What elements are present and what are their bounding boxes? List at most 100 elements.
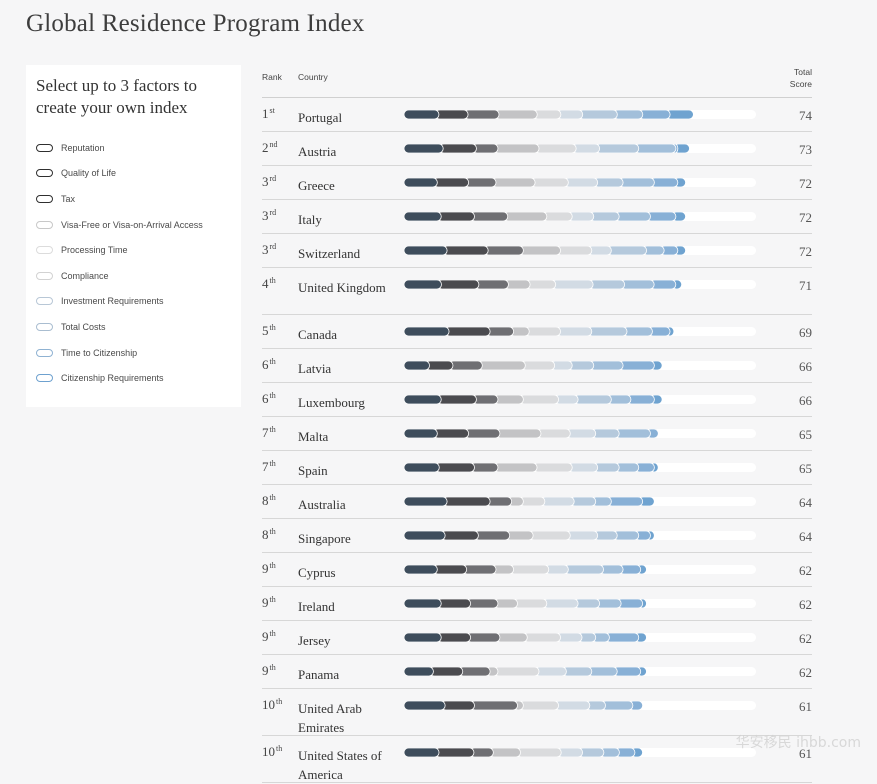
bar-segment-6	[556, 327, 593, 336]
table-row[interactable]: 1st Portugal 74	[262, 98, 812, 132]
rank-number: 10	[262, 697, 275, 712]
factor-option[interactable]: Time to Citizenship	[36, 340, 241, 366]
country-name[interactable]: Greece	[298, 178, 335, 193]
country-name[interactable]: Spain	[298, 463, 328, 478]
score-bar[interactable]	[404, 463, 756, 472]
bar-segment-4	[495, 633, 528, 642]
factor-toggle-icon[interactable]	[36, 194, 53, 203]
score-bar[interactable]	[404, 429, 756, 438]
country-name[interactable]: Cyprus	[298, 565, 336, 580]
table-row[interactable]: 9th Panama 62	[262, 655, 812, 689]
score-bar[interactable]	[404, 395, 756, 404]
factor-toggle-icon[interactable]	[36, 220, 53, 229]
column-header-total-score[interactable]: Total Score	[789, 67, 812, 89]
country-name[interactable]: Canada	[298, 327, 337, 342]
table-row[interactable]: 5th Canada 69	[262, 315, 812, 349]
bar-segment-1	[404, 212, 442, 221]
country-name[interactable]: Ireland	[298, 599, 335, 614]
bar-segment-4	[495, 429, 542, 438]
bar-segment-1	[404, 144, 444, 153]
factor-toggle-icon[interactable]	[36, 297, 53, 306]
score-bar-svg	[404, 212, 756, 221]
country-name[interactable]: Italy	[298, 212, 322, 227]
country-name[interactable]: Singapore	[298, 531, 351, 546]
table-row[interactable]: 8th Australia 64	[262, 485, 812, 519]
factor-toggle-icon[interactable]	[36, 271, 53, 280]
bar-segment-1	[404, 246, 448, 255]
country-name[interactable]: Portugal	[298, 110, 343, 125]
table-row[interactable]: 3rd Switzerland 72	[262, 234, 812, 268]
table-row[interactable]: 3rd Greece 72	[262, 166, 812, 200]
bar-segment-7	[573, 395, 612, 404]
table-row[interactable]: 9th Cyprus 62	[262, 553, 812, 587]
table-row[interactable]: 4th United Kingdom 71	[262, 268, 812, 315]
table-row[interactable]: 2nd Austria 73	[262, 132, 812, 166]
factor-option[interactable]: Processing Time	[36, 237, 241, 263]
factor-option[interactable]: Reputation	[36, 135, 241, 161]
factor-toggle-icon[interactable]	[36, 169, 53, 178]
country-name[interactable]: Malta	[298, 429, 329, 444]
factor-toggle-icon[interactable]	[36, 322, 53, 331]
table-row[interactable]: 9th Jersey 62	[262, 621, 812, 655]
factor-option[interactable]: Visa-Free or Visa-on-Arrival Access	[36, 212, 241, 238]
bar-segment-4	[493, 395, 524, 404]
country-name[interactable]: United States of America	[298, 748, 382, 782]
table-row[interactable]: 3rd Italy 72	[262, 200, 812, 234]
score-bar[interactable]	[404, 178, 756, 187]
factor-panel-heading: Select up to 3 factors to create your ow…	[36, 76, 197, 117]
country-name[interactable]: Austria	[298, 144, 337, 159]
score-bar[interactable]	[404, 633, 756, 642]
score-bar[interactable]	[404, 246, 756, 255]
factor-toggle-icon[interactable]	[36, 348, 53, 357]
factor-option[interactable]: Total Costs	[36, 314, 241, 340]
score-bar[interactable]	[404, 144, 756, 153]
factor-option[interactable]: Tax	[36, 186, 241, 212]
score-bar[interactable]	[404, 497, 756, 506]
factor-option[interactable]: Quality of Life	[36, 161, 241, 187]
bar-segment-2	[432, 429, 470, 438]
column-header-country[interactable]: Country	[298, 72, 328, 82]
table-row[interactable]: 6th Luxembourg 66	[262, 383, 812, 417]
rank-suffix: th	[276, 744, 283, 753]
country-name[interactable]: Luxembourg	[298, 395, 365, 410]
table-row[interactable]: 8th Singapore 64	[262, 519, 812, 553]
table-row[interactable]: 6th Latvia 66	[262, 349, 812, 383]
bar-segment-5	[542, 212, 573, 221]
table-row[interactable]: 10th United Arab Emirates 61	[262, 689, 812, 736]
country-name[interactable]: Switzerland	[298, 246, 361, 261]
score-bar[interactable]	[404, 212, 756, 221]
country-name[interactable]: Jersey	[298, 633, 331, 648]
bar-segment-2	[442, 497, 491, 506]
factor-option[interactable]: Compliance	[36, 263, 241, 289]
factor-option[interactable]: Investment Requirements	[36, 289, 241, 315]
factor-toggle-icon[interactable]	[36, 246, 53, 255]
rank-suffix: th	[269, 527, 276, 536]
score-bar[interactable]	[404, 280, 756, 289]
score-bar-svg	[404, 429, 756, 438]
score-bar[interactable]	[404, 565, 756, 574]
country-name[interactable]: Latvia	[298, 361, 332, 376]
score-bar[interactable]	[404, 361, 756, 370]
country-name[interactable]: Australia	[298, 497, 346, 512]
score-bar[interactable]	[404, 748, 756, 757]
column-header-rank[interactable]: Rank	[262, 72, 282, 82]
score-bar[interactable]	[404, 531, 756, 540]
rank-suffix: rd	[269, 208, 277, 217]
score-bar[interactable]	[404, 327, 756, 336]
score-bar[interactable]	[404, 599, 756, 608]
table-row[interactable]: 7th Malta 65	[262, 417, 812, 451]
table-row[interactable]: 9th Ireland 62	[262, 587, 812, 621]
score-bar[interactable]	[404, 667, 756, 676]
factor-option[interactable]: Citizenship Requirements	[36, 365, 241, 391]
factor-toggle-icon[interactable]	[36, 143, 53, 152]
factor-toggle-icon[interactable]	[36, 374, 53, 383]
score-bar[interactable]	[404, 110, 756, 119]
score-bar-svg	[404, 701, 756, 710]
table-row[interactable]: 10th United States of America 61	[262, 736, 812, 783]
bar-segment-5	[513, 599, 548, 608]
country-name[interactable]: Panama	[298, 667, 340, 682]
country-name[interactable]: United Kingdom	[298, 280, 386, 295]
score-bar[interactable]	[404, 701, 756, 710]
table-row[interactable]: 7th Spain 65	[262, 451, 812, 485]
country-name[interactable]: United Arab Emirates	[298, 701, 362, 735]
